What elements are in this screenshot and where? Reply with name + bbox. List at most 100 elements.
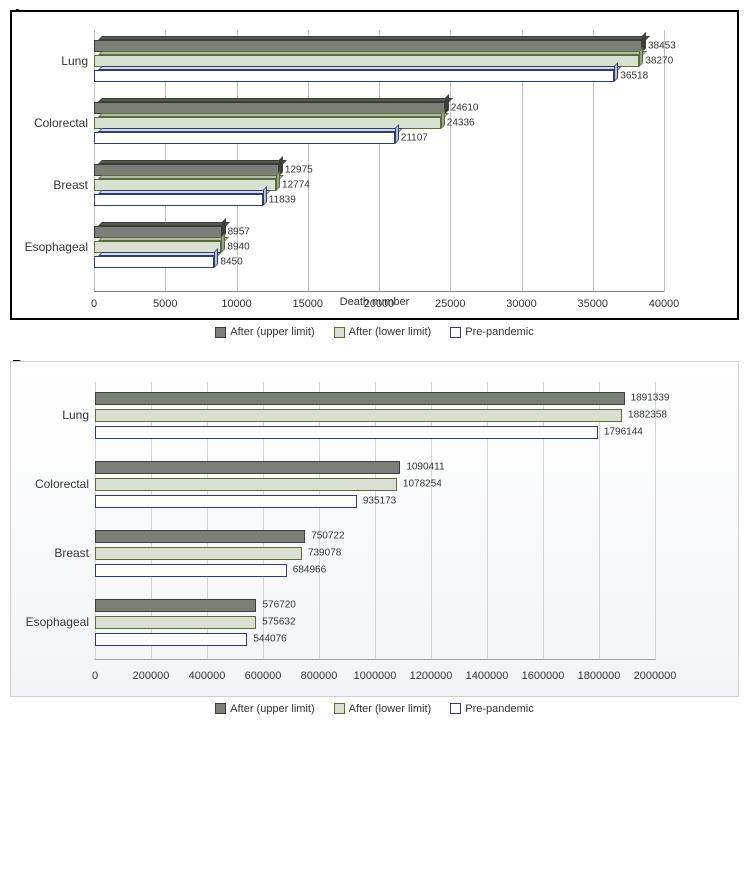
panel-a: A 05000100001500020000250003000035000400… [10, 10, 739, 341]
x-tick-label: 1800000 [578, 670, 621, 682]
x-axis-line [95, 659, 655, 660]
category-group: Lung189133918823581796144 [95, 392, 655, 439]
x-tick-label: 800000 [301, 670, 338, 682]
x-tick-label: 35000 [577, 298, 608, 310]
legend-upper: After (upper limit) [215, 326, 314, 338]
x-tick-label: 25000 [435, 298, 466, 310]
x-tick-label: 0 [92, 670, 98, 682]
chart-b-plot: 0 200000 400000 600000 800000 1000000 1200000 1… [95, 382, 655, 682]
value-label: 24610 [445, 103, 479, 114]
y-category-label: Breast [53, 178, 94, 192]
x-tick-label: 2000000 [634, 670, 677, 682]
legend-lower-b-label: After (lower limit) [349, 703, 432, 715]
value-label: 12774 [276, 180, 310, 191]
x-tick-label: 400000 [189, 670, 226, 682]
legend-lower-b: After (lower limit) [334, 703, 432, 715]
legend-upper-b-label: After (upper limit) [230, 703, 314, 715]
value-label: 750722 [305, 531, 344, 542]
bar-pre: 21107 [94, 132, 395, 144]
swatch-lower-b [334, 703, 345, 714]
x-axis-line [94, 291, 664, 292]
bar-pre: 684966 [95, 564, 287, 577]
value-label: 576720 [256, 600, 295, 611]
value-label: 575632 [256, 617, 295, 628]
swatch-pre [450, 327, 461, 338]
x-tick-label: 600000 [245, 670, 282, 682]
value-label: 684966 [287, 565, 326, 576]
swatch-upper-b [215, 703, 226, 714]
category-group: Breast750722739078684966 [95, 530, 655, 577]
bar-upper: 1090411 [95, 461, 400, 474]
legend-pre-b-label: Pre-pandemic [465, 703, 533, 715]
category-group: Breast129751277411839 [94, 164, 664, 206]
value-label: 1891339 [625, 393, 670, 404]
x-tick-label: 5000 [153, 298, 177, 310]
legend-upper-label: After (upper limit) [230, 326, 314, 338]
swatch-lower [334, 327, 345, 338]
bar-lower: 1882358 [95, 409, 622, 422]
x-tick-label: 200000 [133, 670, 170, 682]
y-category-label: Lung [62, 408, 95, 422]
value-label: 8450 [214, 257, 242, 268]
value-label: 11839 [263, 195, 296, 206]
bar-upper: 750722 [95, 530, 305, 543]
value-label: 1078254 [397, 479, 442, 490]
legend-pre: Pre-pandemic [450, 326, 533, 338]
bar-lower: 739078 [95, 547, 302, 560]
bar-lower: 575632 [95, 616, 256, 629]
x-tick-label: 0 [91, 298, 97, 310]
legend-lower: After (lower limit) [334, 326, 432, 338]
value-label: 935173 [357, 496, 396, 507]
value-label: 24336 [441, 118, 475, 129]
category-group: Esophageal895789408450 [94, 226, 664, 268]
x-tick-label: 1400000 [466, 670, 509, 682]
x-tick-label: 10000 [221, 298, 252, 310]
category-group: Esophageal576720575632544076 [95, 599, 655, 646]
chart-b-frame: 0 200000 400000 600000 800000 1000000 1200000 1… [10, 361, 739, 697]
value-label: 36518 [614, 71, 648, 82]
bar-pre: 1796144 [95, 426, 598, 439]
bar-lower: 1078254 [95, 478, 397, 491]
bar-pre: 8450 [94, 256, 214, 268]
category-group: Colorectal246102433621107 [94, 102, 664, 144]
y-category-label: Colorectal [35, 477, 95, 491]
y-category-label: Lung [61, 54, 94, 68]
x-tick-label: 15000 [292, 298, 323, 310]
x-tick-label: 1600000 [522, 670, 565, 682]
category-group: Lung384533827036518 [94, 40, 664, 82]
y-category-label: Esophageal [26, 615, 95, 629]
x-tick-label: 1000000 [354, 670, 397, 682]
value-label: 8957 [222, 227, 250, 238]
y-category-label: Breast [54, 546, 95, 560]
legend-upper-b: After (upper limit) [215, 703, 314, 715]
bar-pre: 544076 [95, 633, 247, 646]
bar-pre: 36518 [94, 70, 614, 82]
category-group: Colorectal10904111078254935173 [95, 461, 655, 508]
gridline [664, 30, 665, 292]
y-category-label: Esophageal [25, 240, 94, 254]
chart-a-legend: After (upper limit) After (lower limit) … [10, 326, 739, 341]
value-label: 38270 [639, 56, 673, 67]
legend-pre-b: Pre-pandemic [450, 703, 533, 715]
chart-a-plot: 0500010000150002000025000300003500040000… [94, 30, 664, 310]
chart-a-frame: 0 5000 10000 15000 20000 25000 30000 35000 40000… [10, 10, 739, 320]
legend-pre-label: Pre-pandemic [465, 326, 533, 338]
value-label: 1882358 [622, 410, 667, 421]
legend-lower-label: After (lower limit) [349, 326, 432, 338]
gridline [655, 382, 656, 660]
value-label: 12975 [279, 165, 313, 176]
panel-b: B 02000004000006000008000001000000120000… [10, 361, 739, 718]
chart-b-legend: After (upper limit) After (lower limit) … [10, 703, 739, 718]
value-label: 739078 [302, 548, 341, 559]
x-tick-label: 1200000 [410, 670, 453, 682]
value-label: 38453 [642, 41, 676, 52]
value-label: 1090411 [400, 462, 444, 473]
x-tick-label: 20000 [364, 298, 395, 310]
bar-upper: 576720 [95, 599, 256, 612]
swatch-pre-b [450, 703, 461, 714]
value-label: 21107 [395, 133, 428, 144]
swatch-upper [215, 327, 226, 338]
x-tick-label: 40000 [649, 298, 680, 310]
x-tick-label: 30000 [506, 298, 537, 310]
value-label: 1796144 [598, 427, 643, 438]
